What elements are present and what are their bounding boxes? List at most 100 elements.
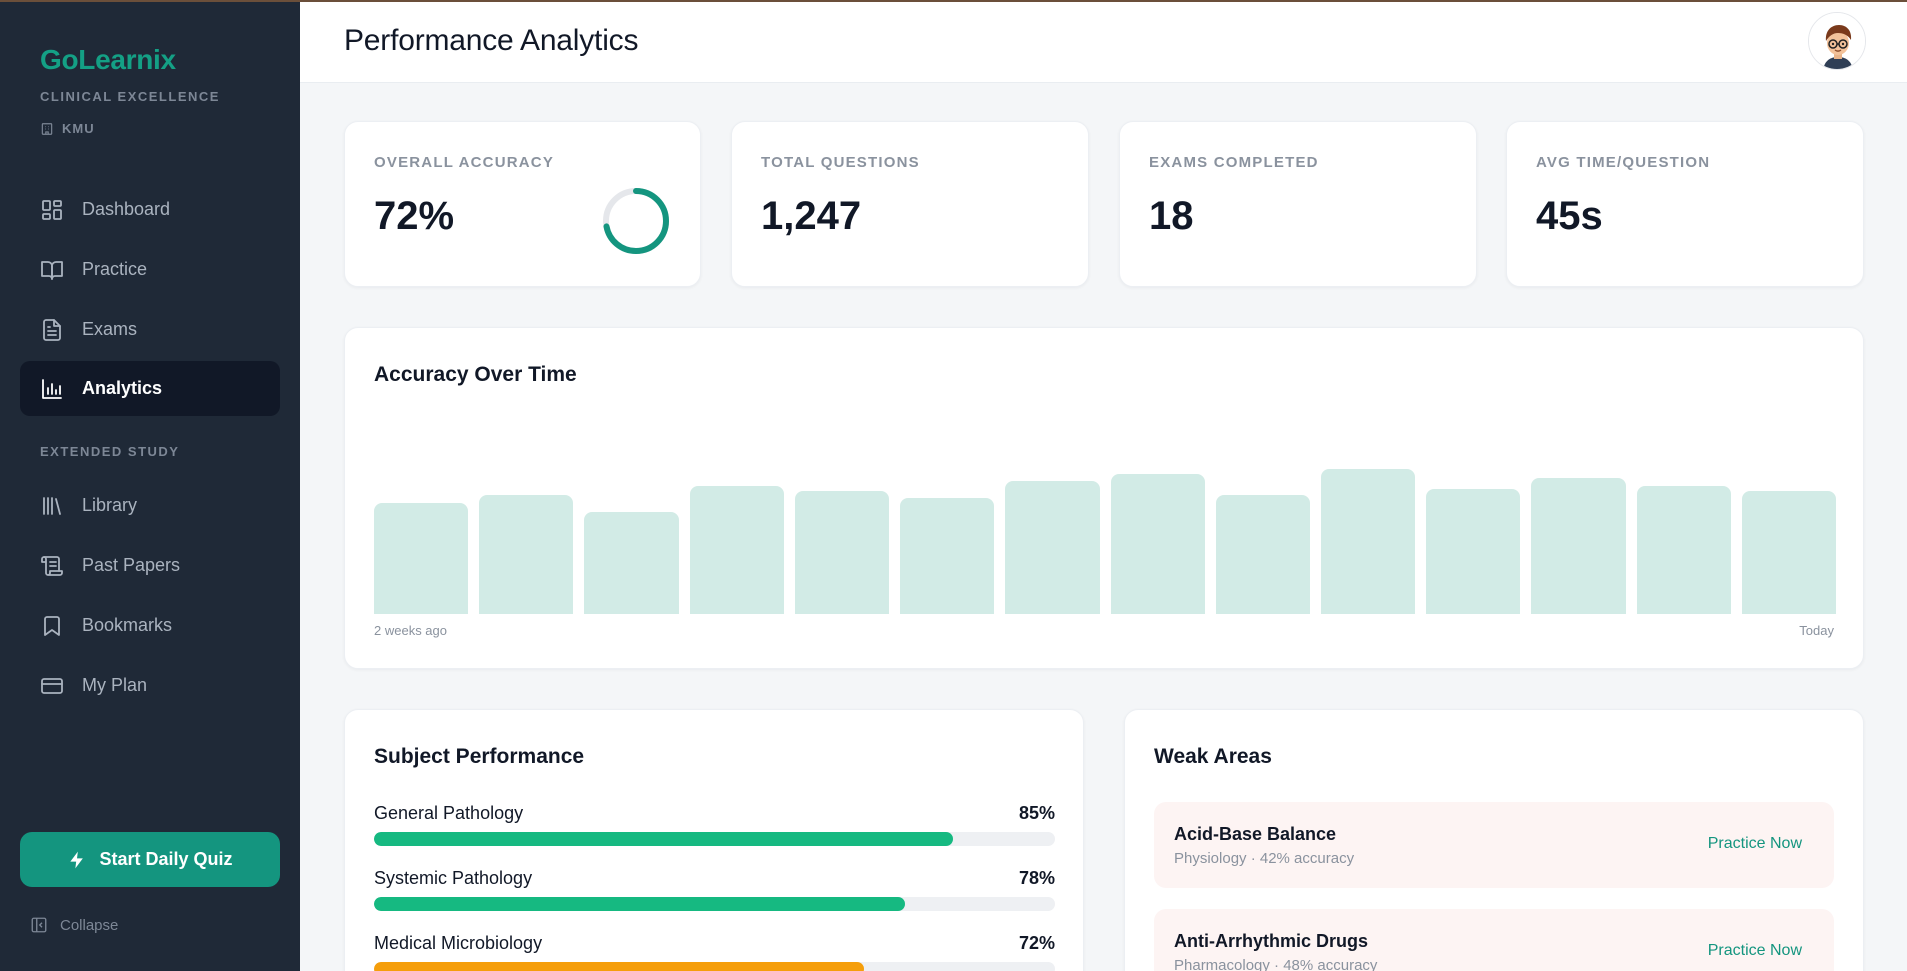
accuracy-bar [374,503,469,614]
accuracy-bar [689,486,784,614]
accuracy-bar [1005,481,1100,614]
subject-percent: 78% [1018,868,1055,888]
stat-label: AVG TIME/QUESTION [1536,154,1711,171]
collapse-button[interactable]: Collapse [30,916,118,934]
practice-now-button[interactable]: Practice Now [1707,835,1802,852]
stat-card-exams-completed: EXAMS COMPLETED 18 [1119,121,1477,287]
x-axis-start-label: 2 weeks ago [374,623,447,638]
nav-label: Analytics [82,378,163,398]
stat-card-total-questions: TOTAL QUESTIONS 1,247 [731,121,1089,287]
scroll-icon [41,555,63,576]
nav-item-practice[interactable]: Practice [20,242,280,297]
nav-item-exams[interactable]: Exams [20,302,280,357]
accuracy-bar [1215,495,1310,614]
ring-fill [603,188,669,254]
document-icon [43,318,61,341]
subject-performance-card: Subject Performance General Pathology 85… [344,709,1084,971]
avatar-icon [1809,13,1865,69]
nav-item-dashboard[interactable]: Dashboard [20,182,280,237]
accuracy-bar [1320,469,1416,614]
lightning-icon [70,851,84,868]
top-header: Performance Analytics [300,0,1907,83]
building-icon [41,122,53,135]
subject-name: General Pathology [374,803,524,823]
nav-label: Library [82,495,138,515]
subject-row: Systemic Pathology 78% [374,868,1055,911]
dashboard-icon [42,199,62,220]
accuracy-bars [374,406,1837,614]
subject-performance-title: Subject Performance [374,745,585,768]
stat-value: 1,247 [761,194,862,238]
org-label: KMU [40,121,95,136]
accuracy-bar [1110,474,1205,614]
stat-value: 72% [374,194,455,238]
nav-item-past-papers[interactable]: Past Papers [20,538,280,593]
weak-area-item: Acid-Base Balance Physiology · 42% accur… [1154,802,1834,888]
book-open-icon [41,260,63,280]
nav-label: Bookmarks [82,615,173,635]
accuracy-bar [1741,491,1837,614]
subject-row: Medical Microbiology 72% [374,933,1055,971]
stat-label: OVERALL ACCURACY [374,154,555,171]
accuracy-bar [584,512,679,614]
section-label-extended: EXTENDED STUDY [40,444,180,459]
quiz-button-label: Start Daily Quiz [99,849,233,869]
avatar[interactable] [1808,12,1866,70]
progress-fill [374,832,953,846]
nav-item-library[interactable]: Library [20,478,280,533]
progress-fill [374,962,865,971]
weak-areas-title: Weak Areas [1154,745,1272,768]
start-daily-quiz-button[interactable]: Start Daily Quiz [20,832,280,887]
collapse-icon [31,917,47,933]
stat-value: 45s [1536,194,1603,238]
nav-item-bookmarks[interactable]: Bookmarks [20,598,280,653]
nav-label: Dashboard [82,199,171,219]
subject-name: Systemic Pathology [374,868,533,888]
bookmark-icon [44,615,60,636]
stat-card-avg-time: AVG TIME/QUESTION 45s [1506,121,1864,287]
nav-label: Practice [82,259,148,279]
progress-fill [374,897,906,911]
subject-row: General Pathology 85% [374,803,1055,846]
accuracy-bar [1426,489,1521,614]
org-name: KMU [62,121,95,136]
sidebar: GoLearnix CLINICAL EXCELLENCE KMU Dashbo… [0,0,300,971]
x-axis-end-label: Today [1799,623,1834,638]
library-icon [43,496,61,515]
stat-value: 18 [1149,194,1194,238]
page-title: Performance Analytics [344,24,639,57]
progress-track [374,897,1055,911]
weak-area-meta: Physiology · 42% accuracy [1174,850,1355,867]
chart-title: Accuracy Over Time [374,363,577,386]
accuracy-bar [479,495,574,614]
accuracy-bar [900,498,995,614]
nav-item-my-plan[interactable]: My Plan [20,658,280,713]
top-accent-line [0,0,1907,2]
practice-now-button[interactable]: Practice Now [1707,942,1802,959]
nav-label: Exams [82,319,138,339]
credit-card-icon [41,677,63,694]
subject-name: Medical Microbiology [374,933,543,953]
brand-logo[interactable]: GoLearnix [40,44,176,75]
accuracy-ring [603,188,669,254]
nav-label: My Plan [82,675,148,695]
weak-area-meta: Pharmacology · 48% accuracy [1174,957,1378,971]
progress-track [374,962,1055,971]
stat-label: EXAMS COMPLETED [1149,154,1319,171]
weak-area-item: Anti-Arrhythmic Drugs Pharmacology · 48%… [1154,909,1834,971]
progress-track [374,832,1055,846]
collapse-label: Collapse [60,916,119,934]
accuracy-bar [1531,478,1626,614]
subject-percent: 72% [1018,933,1055,953]
accuracy-bar [1636,486,1731,614]
accuracy-over-time-card: Accuracy Over Time 2 weeks ago Today [344,327,1864,669]
subject-percent: 85% [1018,803,1055,823]
weak-areas-card: Weak Areas Acid-Base Balance Physiology … [1124,709,1864,971]
stat-label: TOTAL QUESTIONS [761,154,920,171]
nav-label: Past Papers [82,555,181,575]
brand-tagline: CLINICAL EXCELLENCE [40,89,220,104]
nav-item-analytics[interactable]: Analytics [20,361,280,416]
weak-area-name: Acid-Base Balance [1174,824,1337,844]
weak-area-name: Anti-Arrhythmic Drugs [1174,931,1369,951]
stat-card-overall-accuracy: OVERALL ACCURACY 72% [344,121,701,287]
